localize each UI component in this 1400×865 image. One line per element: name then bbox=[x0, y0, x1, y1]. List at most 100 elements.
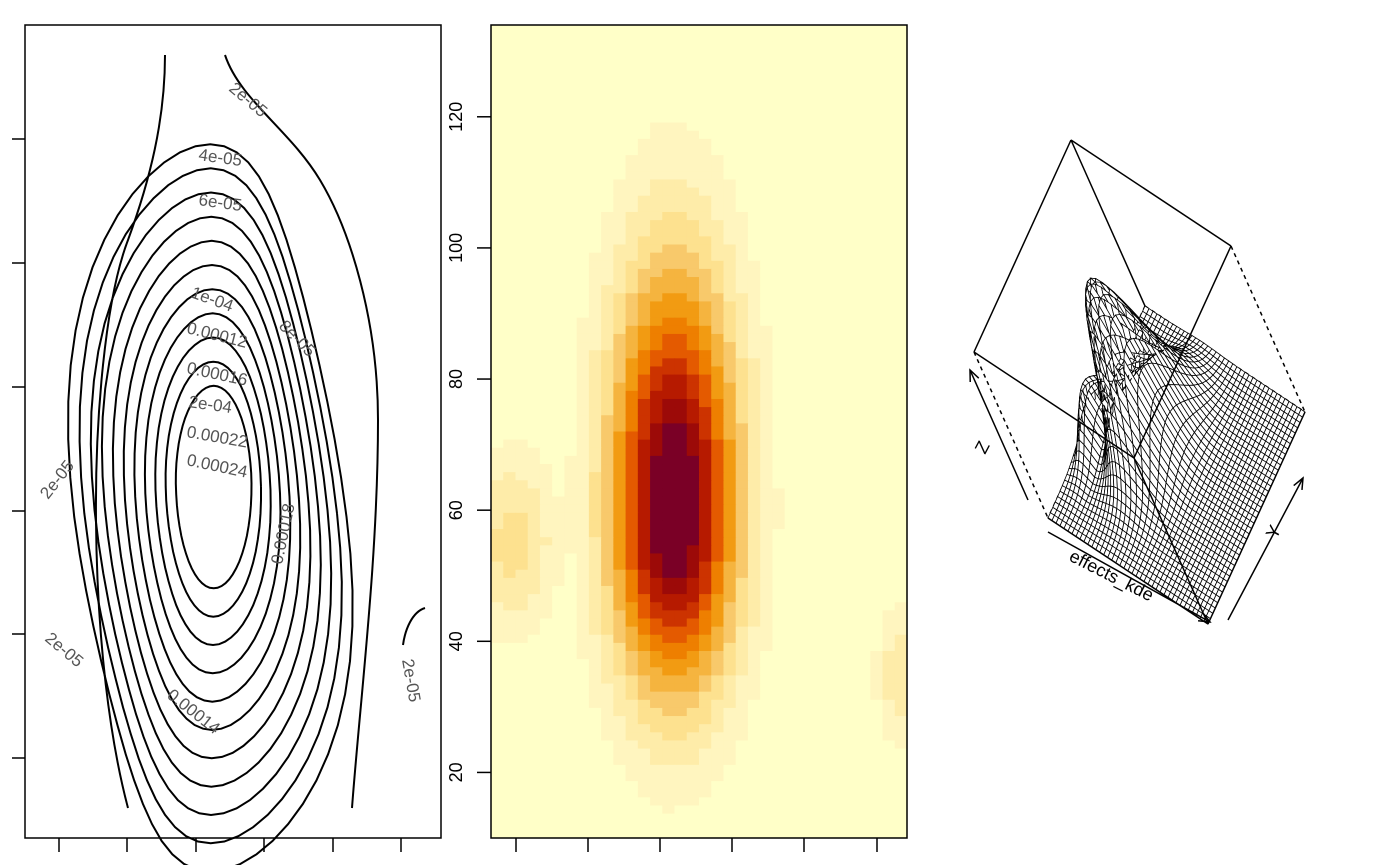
heatmap-cell bbox=[870, 49, 884, 59]
heatmap-cell bbox=[760, 594, 774, 603]
heatmap-cell bbox=[503, 431, 517, 441]
heatmap-cell bbox=[784, 797, 798, 807]
heatmap-cell bbox=[711, 488, 725, 498]
heatmap-cell bbox=[491, 244, 504, 254]
heatmap-cell bbox=[772, 423, 786, 433]
heatmap-cell bbox=[870, 211, 884, 221]
heatmap-cell bbox=[784, 374, 798, 384]
heatmap-cell bbox=[796, 797, 810, 807]
heatmap-cell bbox=[845, 73, 859, 83]
heatmap-cell bbox=[870, 772, 884, 782]
heatmap-cell bbox=[809, 496, 822, 506]
heatmap-cell bbox=[711, 618, 725, 628]
heatmap-cell bbox=[760, 293, 774, 303]
heatmap-cell bbox=[601, 220, 614, 229]
heatmap-cell bbox=[747, 675, 761, 685]
heatmap-cell bbox=[894, 317, 908, 327]
heatmap-cell bbox=[699, 49, 712, 59]
heatmap-cell bbox=[588, 90, 602, 99]
heatmap-cell bbox=[552, 285, 566, 294]
heatmap-cell bbox=[503, 480, 517, 490]
heatmap-cell bbox=[858, 504, 871, 514]
heatmap-cell bbox=[747, 504, 761, 514]
heatmap-cell bbox=[772, 130, 786, 140]
heatmap-cell bbox=[674, 155, 688, 164]
heatmap-cell bbox=[870, 520, 884, 530]
heatmap-cell bbox=[662, 781, 676, 790]
heatmap-cell bbox=[784, 634, 798, 644]
heatmap-cell bbox=[845, 439, 859, 449]
heatmap-cell bbox=[796, 716, 810, 725]
heatmap-cell bbox=[833, 146, 847, 156]
heatmap-cell bbox=[760, 496, 774, 506]
heatmap-cell bbox=[809, 106, 822, 116]
heatmap-cell bbox=[662, 545, 676, 555]
heatmap-cell bbox=[821, 301, 835, 311]
heatmap-cell bbox=[625, 439, 639, 449]
heatmap-cell bbox=[870, 228, 884, 237]
heatmap-cell bbox=[539, 659, 553, 668]
heatmap-cell bbox=[796, 366, 810, 376]
heatmap-cell bbox=[833, 561, 847, 571]
heatmap-cell bbox=[858, 813, 871, 823]
heatmap-cell bbox=[821, 73, 835, 83]
heatmap-cell bbox=[625, 699, 639, 709]
heatmap-cell bbox=[821, 455, 835, 465]
heatmap-cell bbox=[625, 626, 639, 636]
heatmap-cell bbox=[588, 651, 602, 660]
heatmap-cell bbox=[491, 577, 504, 587]
heatmap-cell bbox=[674, 228, 688, 237]
heatmap-cell bbox=[686, 382, 700, 392]
heatmap-cell bbox=[747, 25, 761, 34]
heatmap-cell bbox=[527, 699, 541, 709]
heatmap-cell bbox=[650, 333, 663, 343]
heatmap-cell bbox=[747, 407, 761, 416]
heatmap-cell bbox=[674, 366, 688, 376]
heatmap-cell bbox=[576, 699, 590, 709]
heatmap-cell bbox=[772, 350, 786, 359]
heatmap-cell bbox=[637, 683, 651, 693]
heatmap-cell bbox=[821, 155, 835, 164]
heatmap-cell bbox=[784, 398, 798, 408]
heatmap-cell bbox=[809, 610, 822, 620]
heatmap-cell bbox=[613, 537, 627, 546]
heatmap-cell bbox=[662, 732, 676, 742]
heatmap-cell bbox=[760, 277, 774, 286]
heatmap-cell bbox=[491, 553, 504, 563]
heatmap-cell bbox=[613, 789, 627, 798]
heatmap-cell bbox=[527, 57, 541, 67]
heatmap-cell bbox=[882, 57, 896, 67]
heatmap-cell bbox=[576, 73, 590, 83]
heatmap-cell bbox=[894, 155, 908, 164]
heatmap-cell bbox=[662, 41, 676, 50]
heatmap-cell bbox=[699, 716, 712, 725]
heatmap-cell bbox=[723, 366, 737, 376]
heatmap-cell bbox=[699, 130, 712, 140]
heatmap-cell bbox=[870, 358, 884, 368]
heatmap-cell bbox=[686, 407, 700, 416]
heatmap-cell bbox=[809, 667, 822, 676]
heatmap-cell bbox=[784, 829, 798, 839]
heatmap-cell bbox=[613, 268, 627, 278]
heatmap-cell bbox=[686, 675, 700, 685]
heatmap-cell bbox=[699, 33, 712, 42]
heatmap-cell bbox=[491, 829, 504, 839]
heatmap-cell bbox=[747, 277, 761, 286]
heatmap-cell bbox=[601, 447, 614, 457]
heatmap-cell bbox=[711, 569, 725, 579]
heatmap-cell bbox=[845, 33, 859, 42]
heatmap-cell bbox=[674, 561, 688, 571]
heatmap-cell bbox=[796, 382, 810, 392]
heatmap-cell bbox=[650, 195, 663, 205]
heatmap-cell bbox=[760, 699, 774, 709]
heatmap-cell bbox=[833, 594, 847, 603]
heatmap-cell bbox=[515, 49, 529, 59]
heatmap-cell bbox=[625, 415, 639, 424]
heatmap-cell bbox=[858, 716, 871, 725]
heatmap-cell bbox=[821, 699, 835, 709]
heatmap-cell bbox=[588, 382, 602, 392]
contour-line-2e-05 bbox=[94, 54, 166, 809]
heatmap-cell bbox=[796, 683, 810, 693]
heatmap-cell bbox=[858, 683, 871, 693]
heatmap-cell bbox=[625, 342, 639, 351]
